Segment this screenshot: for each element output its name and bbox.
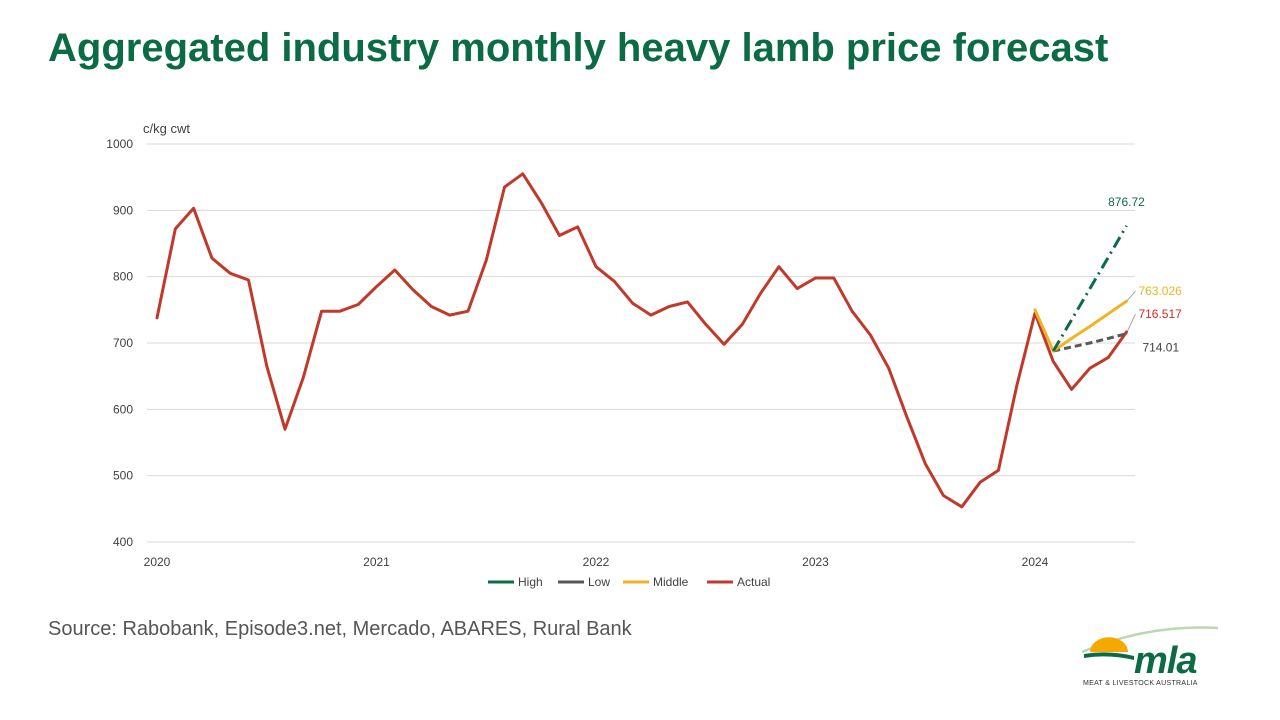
series-line-low [1052, 332, 1127, 353]
y-axis-unit-label: c/kg cwt [143, 121, 190, 136]
x-tick-label-2022: 2022 [583, 555, 610, 569]
series-line-middle [1033, 299, 1128, 353]
logo-wordmark: mla [1134, 640, 1197, 682]
y-tick-label-400: 400 [113, 535, 133, 549]
legend-label-middle: Middle [653, 575, 689, 589]
mla-logo [1081, 626, 1219, 660]
y-tick-label-700: 700 [113, 336, 133, 350]
leader-line-middle [1127, 290, 1136, 301]
x-tick-label-2024: 2024 [1022, 555, 1049, 569]
legend-label-high: High [518, 575, 543, 589]
y-tick-label-1000: 1000 [106, 137, 133, 151]
legend-label-actual: Actual [737, 575, 770, 589]
y-tick-label-800: 800 [113, 270, 133, 284]
y-tick-label-600: 600 [113, 402, 133, 416]
legend: High Low Middle Actual [488, 575, 770, 589]
x-tick-label-2020: 2020 [144, 555, 171, 569]
data-labels: 876.72 714.01 763.026 716.517 [1108, 195, 1182, 355]
logo-grass [1084, 652, 1134, 660]
y-tick-label-500: 500 [113, 469, 133, 483]
source-note: Source: Rabobank, Episode3.net, Mercado,… [48, 618, 632, 640]
data-label-low: 714.01 [1142, 341, 1179, 355]
x-tick-label-2021: 2021 [363, 555, 390, 569]
data-label-high: 876.72 [1108, 195, 1145, 209]
data-label-actual: 716.517 [1138, 307, 1182, 321]
series-line-high [1052, 225, 1128, 352]
data-label-middle: 763.026 [1138, 284, 1182, 298]
series-line-actual [155, 172, 1128, 509]
x-tick-label-2023: 2023 [802, 555, 829, 569]
legend-label-low: Low [588, 575, 610, 589]
slide-title: Aggregated industry monthly heavy lamb p… [48, 26, 1109, 70]
gridlines [147, 143, 1135, 543]
logo-sun-icon [1090, 637, 1128, 652]
y-tick-label-900: 900 [113, 203, 133, 217]
axes: 400 500 600 700 800 900 1000 2020 2021 2022 2023 20… [106, 137, 1048, 569]
series-lines [155, 172, 1128, 509]
logo-tagline: MEAT & LIVESTOCK AUSTRALIA [1083, 680, 1198, 687]
leader-line-actual [1127, 313, 1136, 332]
